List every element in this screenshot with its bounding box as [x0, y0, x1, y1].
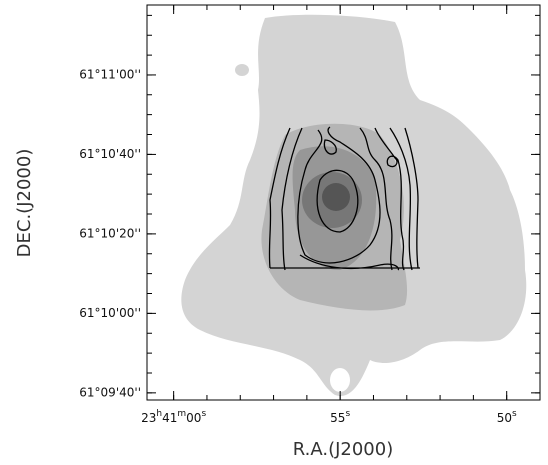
- emission-hole: [330, 368, 350, 392]
- x-axis-label: R.A.(J2000): [293, 439, 393, 460]
- y-tick-label: 61°10'40'': [79, 147, 141, 161]
- y-tick-label: 61°10'20'': [79, 226, 141, 240]
- emission-level-5: [322, 183, 350, 211]
- emission-level-1: [235, 64, 249, 76]
- x-tick-label: 23h41m00s: [141, 409, 206, 425]
- x-tick-label: 50s: [497, 409, 517, 425]
- chart: R.A.(J2000) DEC.(J2000) 23h41m00s 55s 50s 6…: [0, 0, 548, 465]
- x-tick-label: 55s: [330, 409, 350, 425]
- y-axis-label: DEC.(J2000): [14, 149, 35, 258]
- y-tick-label: 61°10'00'': [79, 306, 141, 320]
- image: [181, 15, 526, 396]
- y-tick-label: 61°09'40'': [79, 385, 141, 399]
- y-tick-label: 61°11'00'': [79, 67, 141, 81]
